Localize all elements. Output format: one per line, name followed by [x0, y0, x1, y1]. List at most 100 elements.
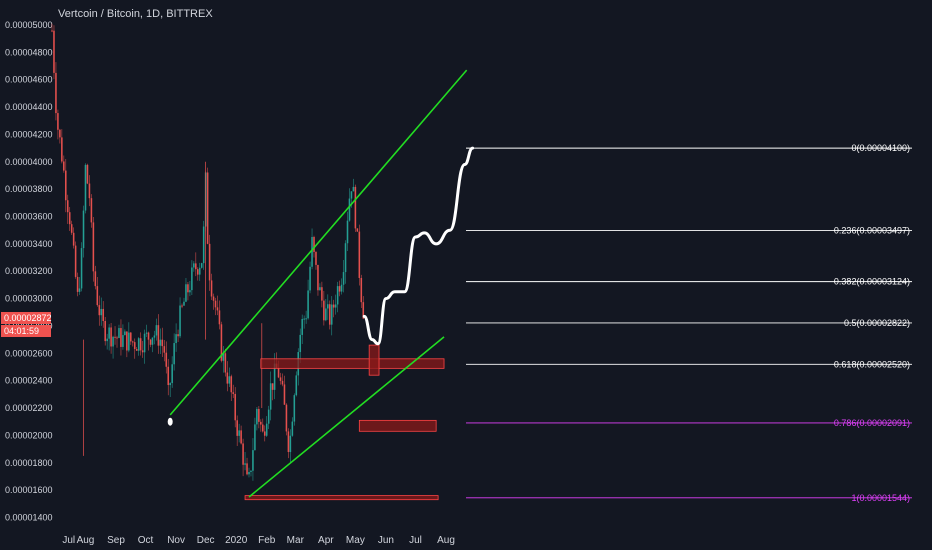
candle-body — [313, 236, 315, 252]
candle-body — [258, 408, 260, 422]
candle-body — [301, 318, 303, 335]
candle-body — [141, 350, 144, 353]
candle-body — [112, 336, 114, 347]
candle-body — [277, 368, 280, 378]
candle-body — [328, 304, 331, 325]
candle-body — [84, 164, 87, 211]
candle-body — [94, 271, 97, 287]
candle-body — [263, 431, 266, 436]
candle-body — [307, 290, 309, 319]
candle-body — [145, 332, 148, 334]
candle-body — [118, 328, 120, 338]
candle-body — [161, 339, 164, 347]
chart-title: Vertcoin / Bitcoin, 1D, BITTREX — [58, 8, 213, 20]
candle-body — [191, 267, 193, 291]
candle-body — [139, 338, 142, 351]
candle-body — [248, 472, 250, 475]
candle-body — [163, 346, 166, 353]
candle-body — [61, 137, 63, 162]
candle-body — [311, 236, 313, 267]
candle-body — [332, 304, 335, 308]
x-tick-label: Aug — [77, 535, 95, 546]
candle-body — [76, 276, 79, 292]
candle-body — [183, 301, 185, 306]
fib-level-label: 0.618(0.00002520) — [834, 359, 910, 369]
candle-body — [72, 232, 75, 246]
candle-body — [228, 376, 231, 384]
candle-body — [356, 228, 359, 232]
candle-body — [250, 470, 252, 473]
candle-body — [303, 318, 305, 320]
y-tick-label: 0.00004400 — [5, 102, 53, 112]
candle-body — [226, 372, 229, 384]
candle-body — [230, 376, 233, 393]
candle-body — [208, 243, 211, 281]
y-tick-label: 0.00004200 — [5, 129, 53, 139]
candle-body — [238, 430, 240, 436]
candle-body — [92, 222, 95, 272]
candle-body — [189, 290, 191, 293]
candle-body — [330, 304, 333, 325]
candle-body — [242, 443, 244, 465]
candle-body — [153, 335, 156, 338]
marker-dot — [167, 417, 173, 426]
y-tick-label: 0.00001400 — [5, 512, 53, 522]
candle-body — [159, 339, 162, 346]
candle-body — [348, 198, 351, 221]
candle-body — [155, 325, 158, 336]
x-tick-label: 2020 — [225, 535, 248, 546]
candle-body — [267, 409, 270, 424]
candle-body — [295, 375, 298, 396]
fib-level-label: 0.382(0.00003124) — [834, 277, 910, 287]
candle-body — [214, 300, 217, 308]
candle-body — [143, 333, 146, 353]
candle-body — [195, 263, 197, 270]
candle-body — [126, 331, 128, 351]
candle-body — [175, 334, 177, 344]
support-zone — [358, 419, 437, 432]
fib-level-label: 0.236(0.00003497) — [834, 226, 910, 236]
candle-body — [185, 284, 187, 302]
candle-body — [68, 212, 71, 225]
support-zone — [260, 358, 445, 369]
candle-body — [57, 113, 59, 130]
candle-body — [59, 129, 61, 138]
candle-body — [210, 280, 213, 297]
y-tick-label: 0.00001600 — [5, 485, 53, 495]
candle-body — [196, 269, 199, 275]
projection-path — [362, 146, 475, 346]
y-tick-label: 0.00002600 — [5, 348, 53, 358]
candle-body — [169, 383, 171, 386]
candle-body — [246, 463, 248, 475]
y-tick-label: 0.00002000 — [5, 430, 53, 440]
candle-body — [338, 286, 341, 292]
candle-body — [352, 186, 355, 192]
candle-body — [200, 263, 203, 268]
candle-body — [358, 231, 361, 278]
candle-body — [130, 332, 132, 342]
candle-body — [177, 334, 179, 337]
candle-body — [131, 341, 134, 343]
candle-body — [100, 308, 103, 316]
candle-body — [315, 251, 317, 265]
candle-body — [222, 353, 225, 361]
candle-body — [74, 245, 77, 277]
y-tick-label: 0.00004600 — [5, 75, 53, 85]
candle-body — [171, 364, 173, 384]
candle-body — [325, 308, 327, 321]
candle-body — [327, 304, 329, 309]
x-tick-label: May — [346, 535, 365, 546]
candle-body — [265, 423, 268, 436]
candle-body — [287, 431, 290, 453]
candle-body — [96, 286, 99, 306]
candle-body — [360, 277, 363, 303]
candle-body — [51, 30, 53, 32]
candle-body — [252, 450, 254, 471]
candle-body — [260, 421, 262, 425]
candle-body — [90, 198, 93, 223]
x-tick-label: Jun — [378, 535, 394, 546]
candle-body — [220, 324, 223, 361]
candle-body — [269, 383, 272, 410]
candle-body — [273, 363, 276, 390]
